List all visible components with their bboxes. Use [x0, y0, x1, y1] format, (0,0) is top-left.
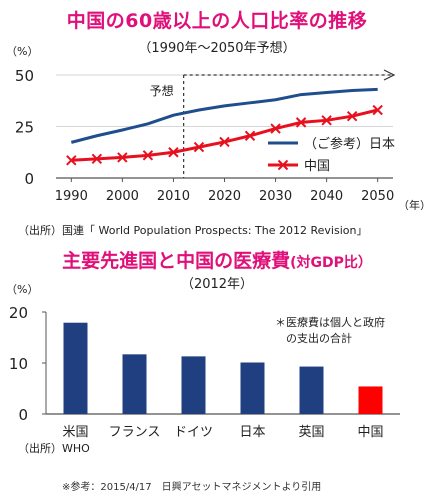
footnote: ※参考：2015/4/17 日興アセットマネジメントより引用: [62, 482, 322, 493]
series-line-0: [70, 87, 378, 144]
bar-5: [358, 386, 383, 414]
category-label-1: フランス: [109, 425, 161, 440]
bar-3: [240, 362, 265, 414]
chart1-title: 中国の60歳以上の人口比率の推移: [66, 10, 368, 32]
forecast-label: 予想: [150, 83, 174, 98]
legend-label-0: （ご参考）日本: [304, 136, 395, 152]
y-tick-label: 0: [18, 406, 28, 424]
chart2-title-main: 主要先進国と中国の医療費: [62, 250, 291, 272]
data-point-marker: [66, 155, 77, 166]
x-axis-unit: （年）: [398, 198, 431, 210]
bar-chart-note: ＊医療費は個人と政府 の支出の合計: [275, 316, 385, 345]
y-tick-label: 0: [24, 170, 34, 188]
data-point-marker: [372, 104, 383, 116]
y-tick-label: 10: [9, 355, 28, 373]
x-tick-label: 2040: [310, 189, 343, 204]
chart2-title: 主要先進国と中国の医療費(対GDP比）: [0, 246, 434, 273]
bar-chart: （%） 0 10 20 米国 フランス ドイツ 日本 英国 中国: [6, 283, 400, 440]
data-point-marker: [295, 117, 307, 128]
bar-4: [299, 366, 324, 414]
data-point-marker: [346, 110, 358, 122]
data-point-marker: [91, 153, 103, 165]
source-un: （出所）国連「 World Population Prospects: The …: [18, 224, 368, 237]
data-point-marker: [270, 123, 281, 134]
y-tick-label: 20: [9, 304, 28, 322]
category-label-2: ドイツ: [174, 425, 213, 440]
x-tick-label: 2010: [157, 189, 190, 204]
category-label-5: 中国: [357, 425, 383, 440]
x-tick-label: 2030: [259, 189, 292, 204]
chart2-title-suffix: (対GDP比）: [290, 255, 372, 271]
line-chart: （%） （年） 0 25 50 1990 2000 2010 2020 2030 2040 2050 予…: [6, 45, 431, 210]
data-point-marker: [193, 141, 205, 153]
data-point-marker: [142, 150, 154, 161]
legend-marker: [277, 159, 289, 171]
y-axis-unit: （%）: [6, 283, 38, 296]
data-point-marker: [168, 147, 179, 158]
y-axis-unit: （%）: [6, 45, 38, 58]
y-tick-label: 50: [15, 67, 34, 85]
data-point-marker: [219, 136, 230, 148]
data-point-marker: [244, 130, 256, 141]
data-point-marker: [321, 115, 332, 126]
forecast-arrow-head: [383, 69, 396, 81]
chart2-subtitle: （2012年）: [180, 277, 254, 292]
x-tick-label: 2050: [361, 189, 394, 204]
data-point-marker: [117, 152, 128, 163]
source-who: （出所）WHO: [18, 442, 90, 455]
category-label-3: 日本: [239, 425, 265, 440]
x-tick-label: 2020: [208, 189, 241, 204]
category-label-0: 米国: [62, 425, 88, 440]
legend-label-1: 中国: [304, 159, 330, 174]
category-label-4: 英国: [298, 425, 324, 440]
bar-1: [122, 354, 147, 414]
bar-2: [181, 356, 206, 414]
x-tick-label: 2000: [106, 189, 139, 204]
bar-0: [63, 322, 88, 414]
y-tick-label: 25: [15, 119, 34, 137]
chart1-subtitle: （1990年～2050年予想）: [138, 41, 296, 56]
x-tick-label: 1990: [55, 189, 88, 204]
